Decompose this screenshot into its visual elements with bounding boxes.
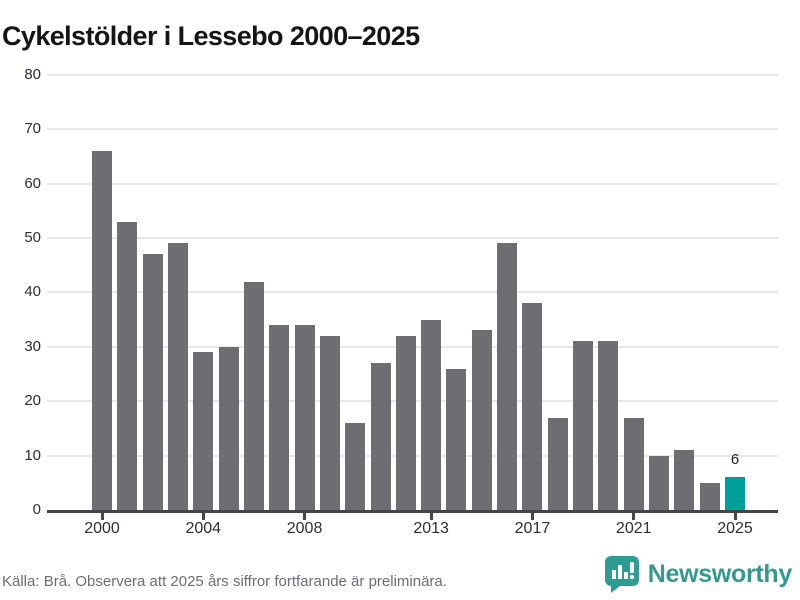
bar <box>421 319 442 510</box>
bar <box>167 243 188 510</box>
bar <box>598 341 619 510</box>
bar <box>547 417 568 510</box>
page-title: Cykelstölder i Lessebo 2000–2025 <box>2 21 420 52</box>
gridline <box>47 237 778 239</box>
bar <box>497 243 518 510</box>
x-axis-label: 2000 <box>84 520 120 537</box>
highlighted-bar <box>725 477 745 510</box>
newsworthy-logo: Newsworthy <box>604 556 793 593</box>
y-axis-label: 40 <box>24 283 41 301</box>
bar <box>471 330 492 510</box>
gridline <box>47 182 778 185</box>
y-axis-label: 60 <box>24 174 41 192</box>
bar <box>142 254 163 510</box>
bar <box>345 422 366 510</box>
bar <box>674 450 695 510</box>
x-axis-tick <box>632 513 636 520</box>
gridline <box>47 128 778 131</box>
x-axis-tick <box>733 513 737 520</box>
y-axis-label: 10 <box>24 446 41 464</box>
x-axis-tick <box>303 513 307 520</box>
y-axis-label: 0 <box>32 501 41 518</box>
bar <box>319 335 340 510</box>
y-axis-label: 30 <box>24 337 41 355</box>
bar <box>522 303 543 510</box>
x-axis-tick <box>100 513 104 520</box>
bar <box>573 341 594 510</box>
bar <box>218 346 239 510</box>
bar <box>623 417 644 510</box>
bar <box>649 455 670 510</box>
x-axis-line <box>47 510 778 513</box>
y-axis-label: 80 <box>24 65 41 83</box>
bar <box>92 150 112 510</box>
gridline <box>47 291 778 294</box>
y-axis-label: 70 <box>24 120 41 138</box>
bar <box>446 368 467 510</box>
x-axis-label: 2008 <box>286 520 323 537</box>
x-axis-label: 2004 <box>185 520 222 537</box>
chart-bubble-icon <box>604 556 639 593</box>
x-axis-tick <box>530 513 534 520</box>
bar <box>294 325 315 510</box>
bar <box>370 363 391 510</box>
x-axis-label: 2021 <box>615 520 652 537</box>
newsworthy-wordmark: Newsworthy <box>647 560 793 588</box>
gridline <box>47 73 778 76</box>
bar <box>193 352 214 510</box>
bar <box>395 335 416 510</box>
source-note: Källa: Brå. Observera att 2025 års siffr… <box>2 573 447 590</box>
bar-value-label: 6 <box>730 451 740 469</box>
x-axis-label: 2025 <box>717 520 753 537</box>
y-axis-label: 20 <box>24 392 41 410</box>
x-axis-label: 2017 <box>514 520 551 537</box>
x-axis-tick <box>201 513 205 520</box>
bar <box>243 281 264 510</box>
bar <box>117 221 138 510</box>
bar <box>269 325 290 510</box>
y-axis-label: 50 <box>24 229 41 246</box>
bar <box>699 482 720 510</box>
x-axis-label: 2013 <box>413 520 449 537</box>
x-axis-tick <box>429 513 433 520</box>
